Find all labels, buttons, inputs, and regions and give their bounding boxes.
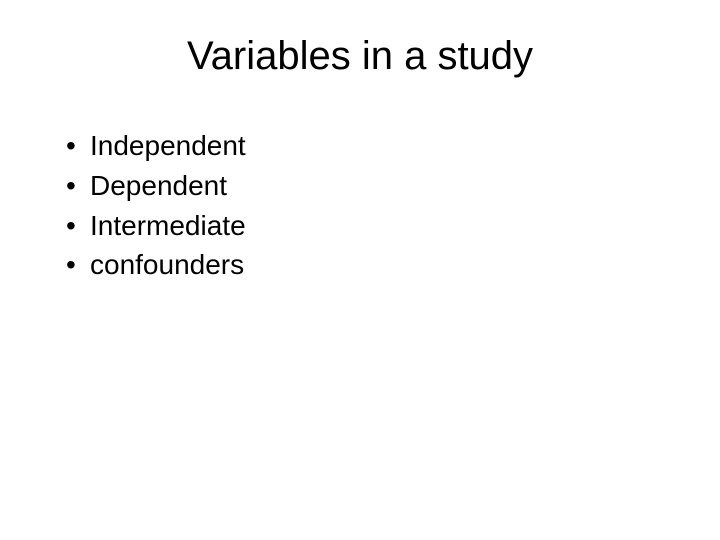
- bullet-list: • Independent • Dependent • Intermediate…: [48, 127, 672, 284]
- bullet-text: Independent: [90, 127, 672, 165]
- bullet-text: Intermediate: [90, 207, 672, 245]
- list-item: • confounders: [66, 246, 672, 284]
- slide: Variables in a study • Independent • Dep…: [0, 0, 720, 540]
- list-item: • Independent: [66, 127, 672, 165]
- slide-title: Variables in a study: [48, 34, 672, 79]
- bullet-text: Dependent: [90, 167, 672, 205]
- bullet-icon: •: [66, 207, 90, 245]
- bullet-icon: •: [66, 167, 90, 205]
- bullet-text: confounders: [90, 246, 672, 284]
- bullet-icon: •: [66, 127, 90, 165]
- list-item: • Dependent: [66, 167, 672, 205]
- bullet-icon: •: [66, 246, 90, 284]
- list-item: • Intermediate: [66, 207, 672, 245]
